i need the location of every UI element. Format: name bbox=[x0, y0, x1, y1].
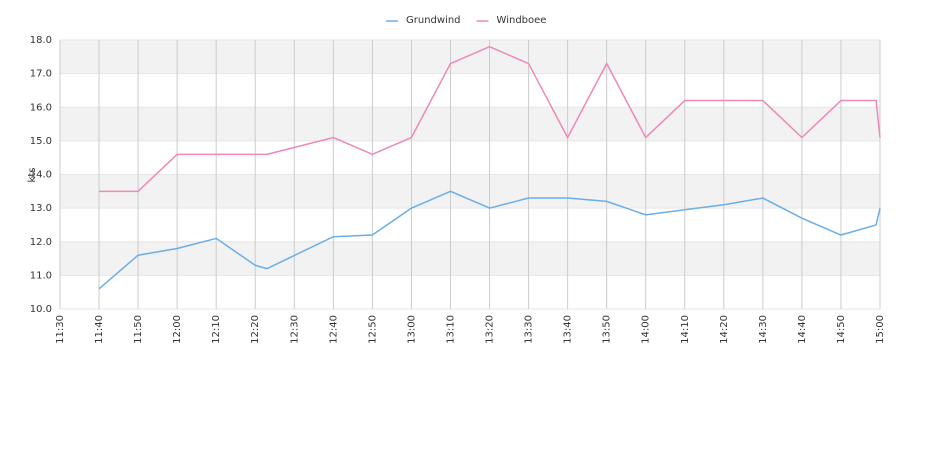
y-tick-label: 14.0 bbox=[30, 170, 52, 181]
x-tick-label: 14:00 bbox=[641, 315, 652, 344]
grid-band bbox=[60, 241, 880, 276]
x-tick-label: 12:10 bbox=[211, 315, 222, 344]
x-tick-label: 13:00 bbox=[406, 315, 417, 344]
x-tick-label: 13:10 bbox=[445, 315, 456, 344]
y-tick-label: 13.0 bbox=[30, 203, 52, 214]
x-tick-label: 12:30 bbox=[289, 315, 300, 344]
y-tick-label: 15.0 bbox=[30, 136, 52, 147]
grid-band bbox=[60, 174, 880, 209]
y-axis-label: kts bbox=[27, 168, 38, 183]
x-tick-label: 14:20 bbox=[719, 315, 730, 344]
x-tick-label: 14:50 bbox=[836, 315, 847, 344]
y-tick-label: 18.0 bbox=[30, 35, 52, 46]
line bbox=[98, 190, 881, 290]
x-tick-label: 12:00 bbox=[172, 315, 183, 344]
x-tick-label: 13:20 bbox=[485, 315, 496, 344]
y-tick-label: 10.0 bbox=[30, 304, 52, 315]
y-tick-label: 17.0 bbox=[30, 69, 52, 80]
legend-label: Windboee bbox=[497, 15, 547, 26]
y-tick-label: 11.0 bbox=[30, 270, 52, 281]
x-tick-label: 11:50 bbox=[133, 315, 144, 344]
x-tick-label: 14:40 bbox=[797, 315, 808, 344]
grid-band bbox=[60, 107, 880, 141]
x-tick-label: 12:50 bbox=[367, 315, 378, 344]
y-tick-label: 12.0 bbox=[30, 237, 52, 248]
line bbox=[99, 45, 881, 193]
x-tick-label: 13:50 bbox=[602, 315, 613, 344]
x-tick-label: 11:30 bbox=[55, 315, 66, 344]
x-tick-label: 14:30 bbox=[758, 315, 769, 344]
x-tick-label: 12:20 bbox=[250, 315, 261, 344]
x-tick-label: 11:40 bbox=[94, 315, 105, 344]
x-tick-label: 14:10 bbox=[680, 315, 691, 344]
grid-band bbox=[60, 40, 880, 74]
x-tick-label: 15:00 bbox=[875, 315, 886, 344]
x-tick-label: 13:40 bbox=[563, 315, 574, 344]
x-tick-label: 12:40 bbox=[328, 315, 339, 344]
x-tick-label: 13:30 bbox=[524, 315, 535, 344]
legend-label: Grundwind bbox=[406, 15, 461, 26]
y-tick-label: 16.0 bbox=[30, 102, 52, 113]
